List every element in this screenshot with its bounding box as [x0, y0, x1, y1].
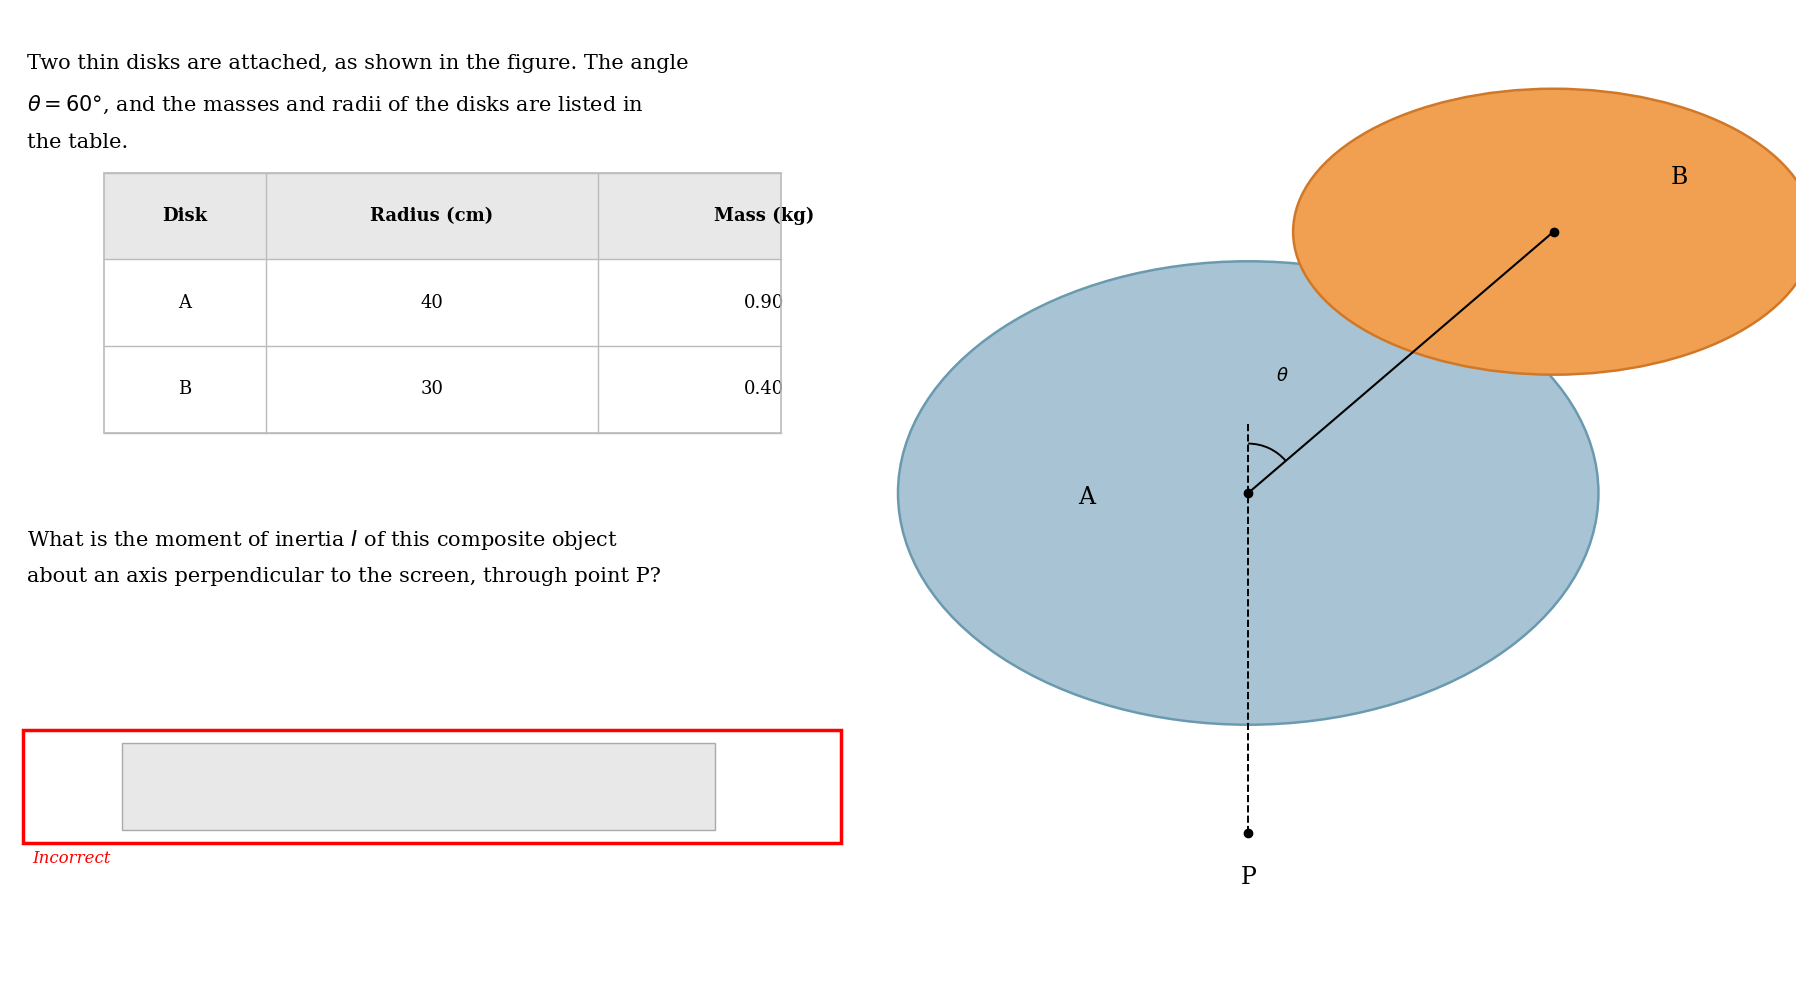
Text: 0.90: 0.90	[744, 294, 785, 312]
Text: Radius (cm): Radius (cm)	[370, 207, 494, 225]
Text: Disk: Disk	[162, 207, 208, 225]
Bar	[104, 173, 781, 259]
Bar	[23, 730, 841, 843]
Text: A: A	[178, 294, 192, 312]
Text: 30: 30	[420, 381, 444, 398]
Text: the table.: the table.	[27, 133, 128, 152]
Text: Mass (kg): Mass (kg)	[715, 207, 814, 225]
Text: B: B	[178, 381, 192, 398]
Text: B: B	[1670, 166, 1688, 189]
Text: $\theta$: $\theta$	[1277, 367, 1290, 385]
Bar	[122, 743, 715, 830]
Text: Two thin disks are attached, as shown in the figure. The angle: Two thin disks are attached, as shown in…	[27, 54, 688, 73]
Text: $I$ =: $I$ =	[40, 776, 72, 798]
Ellipse shape	[1293, 89, 1796, 375]
Text: What is the moment of inertia $I$ of this composite object: What is the moment of inertia $I$ of thi…	[27, 528, 618, 551]
Text: 0.40: 0.40	[744, 381, 785, 398]
Bar	[104, 259, 781, 346]
Text: 0.41: 0.41	[147, 778, 190, 796]
Text: P: P	[1241, 866, 1255, 889]
Bar	[104, 346, 781, 433]
Bar	[104, 173, 781, 433]
Text: 40: 40	[420, 294, 444, 312]
Text: about an axis perpendicular to the screen, through point P?: about an axis perpendicular to the scree…	[27, 567, 661, 586]
Text: kg$\cdot$m$^2$: kg$\cdot$m$^2$	[740, 774, 799, 800]
Text: Incorrect: Incorrect	[32, 850, 111, 867]
Ellipse shape	[898, 261, 1598, 725]
Text: A: A	[1078, 486, 1096, 510]
Text: $\theta = 60°$, and the masses and radii of the disks are listed in: $\theta = 60°$, and the masses and radii…	[27, 94, 643, 116]
